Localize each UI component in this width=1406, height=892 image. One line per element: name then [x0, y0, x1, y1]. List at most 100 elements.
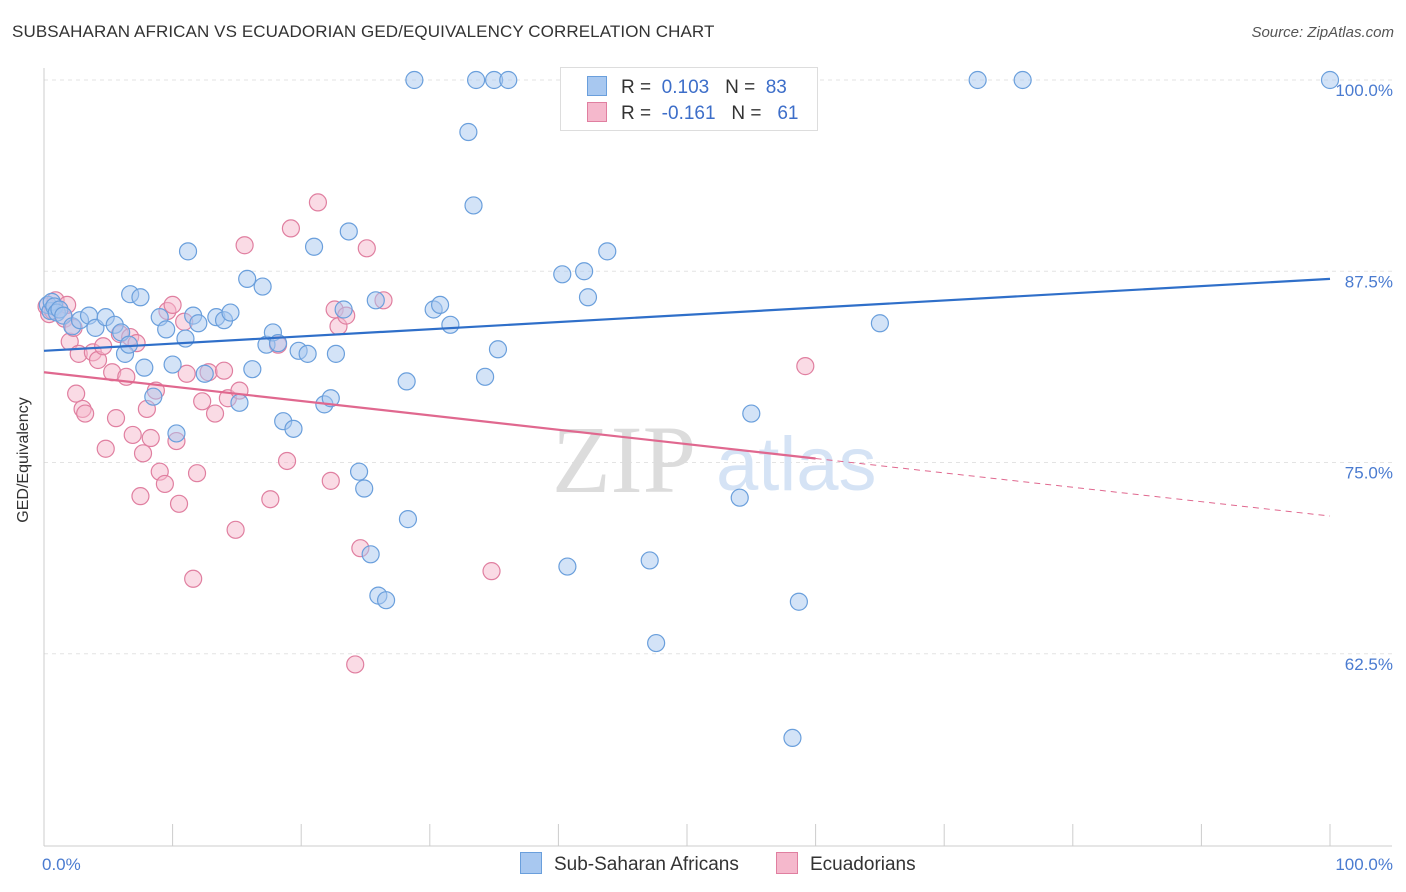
ecuadorian-point-22 [123, 425, 142, 445]
y-tick-label-1: 75.0% [1345, 464, 1393, 483]
legend-swatch-blue [587, 76, 607, 96]
chart-title: SUBSAHARAN AFRICAN VS ECUADORIAN GED/EQU… [12, 22, 715, 41]
bottom-legend-ecuadorians: Ecuadorians [776, 852, 916, 876]
bottom-legend-label: Ecuadorians [810, 854, 916, 875]
legend-n-value: 83 [765, 77, 787, 98]
chart-source: Source: ZipAtlas.com [1251, 24, 1394, 41]
sub-saharan-point-27 [189, 314, 208, 333]
sub-saharan-point-25 [178, 242, 198, 261]
sub-saharan-point-69 [558, 557, 577, 576]
tick-labels: 62.5% 75.0% 87.5% 100.0% 0.0% 100.0% [42, 81, 1393, 874]
sub-saharan-point-55 [397, 372, 416, 391]
bottom-legend-sub-saharan: Sub-Saharan Africans [520, 852, 739, 876]
sub-saharan-point-49 [349, 462, 369, 481]
legend-row-sub-saharan: R = 0.103 N = 83 [587, 76, 787, 100]
sub-saharan-point-63 [466, 70, 486, 90]
axes [43, 68, 1392, 847]
sub-saharan-point-80 [870, 314, 890, 333]
sub-saharan-point-46 [326, 344, 346, 363]
sub-saharan-point-76 [730, 488, 749, 507]
sub-saharan-point-32 [230, 393, 249, 412]
ecuadorian-point-32 [163, 295, 182, 315]
ecuadorian-point-46 [235, 236, 254, 255]
sub-saharan-point-18 [135, 358, 154, 377]
sub-saharan-point-23 [167, 424, 186, 443]
legend-r-value: -0.161 [661, 103, 716, 124]
ecuadorian-point-52 [321, 471, 340, 490]
legend-r-label: R = [621, 103, 652, 124]
sub-saharan-point-59 [430, 295, 450, 315]
series-ecuadorians [37, 193, 815, 674]
bottom-legend-swatch-blue [520, 852, 542, 874]
ecuadorian-point-44 [226, 520, 245, 539]
ecuadorian-point-41 [205, 404, 225, 423]
ecuadorian-point-16 [96, 439, 115, 458]
x-tick-label-start: 0.0% [42, 855, 81, 874]
sub-saharan-point-42 [298, 344, 317, 363]
sub-saharan-point-21 [157, 320, 176, 339]
sub-saharan-point-73 [640, 551, 659, 570]
sub-saharan-point-43 [304, 237, 324, 256]
trend-lines [43, 277, 1331, 517]
trend-line-ecuadorians-extension [815, 458, 1331, 517]
sub-saharan-point-77 [742, 404, 761, 423]
ecuadorian-point-25 [133, 444, 153, 463]
sub-saharan-point-67 [499, 70, 518, 90]
sub-saharan-point-71 [578, 288, 598, 307]
legend-row-ecuadorians: R = -0.161 N = 61 [587, 102, 798, 126]
bottom-legend-swatch-pink [776, 852, 798, 874]
ecuadorian-point-47 [261, 490, 280, 509]
sub-saharan-point-47 [334, 300, 353, 319]
sub-saharan-point-60 [441, 315, 460, 334]
ecuadorian-point-50 [281, 219, 301, 238]
sub-saharan-point-24 [176, 329, 195, 348]
sub-saharan-point-35 [253, 277, 272, 296]
sub-saharan-point-83 [1320, 70, 1340, 90]
sub-saharan-point-52 [366, 291, 385, 310]
sub-saharan-point-31 [221, 303, 240, 322]
watermark-zip: ZIP [552, 406, 696, 513]
sub-saharan-point-66 [488, 340, 508, 359]
ecuadorian-point-60 [482, 562, 501, 581]
y-tick-label-0: 62.5% [1345, 655, 1393, 674]
sub-saharan-point-61 [459, 122, 478, 142]
ecuadorian-point-61 [796, 357, 815, 376]
sub-saharan-point-28 [195, 364, 214, 383]
ecuadorian-point-38 [187, 464, 207, 483]
ecuadorian-point-56 [346, 655, 365, 674]
x-tick-label-end: 100.0% [1335, 855, 1393, 874]
sub-saharan-point-34 [243, 360, 262, 379]
legend-n-label: N = [725, 77, 756, 98]
trend-line-ecuadorians [43, 371, 816, 460]
ecuadorian-point-49 [277, 451, 297, 471]
legend-swatch-pink [587, 102, 607, 122]
ecuadorian-point-18 [106, 409, 126, 428]
sub-saharan-point-33 [238, 269, 257, 288]
sub-saharan-point-62 [464, 196, 483, 215]
sub-saharan-point-54 [376, 591, 396, 610]
gridlines [44, 79, 1392, 655]
ecuadorian-point-39 [193, 392, 212, 411]
y-tick-label-3: 100.0% [1335, 81, 1393, 100]
sub-saharan-point-70 [575, 262, 594, 281]
sub-saharan-point-74 [647, 633, 666, 653]
correlation-legend: R = 0.103 N = 83 R = -0.161 N = 61 [560, 67, 818, 131]
sub-saharan-point-40 [284, 419, 303, 438]
sub-saharan-point-79 [789, 592, 808, 611]
sub-saharan-point-82 [1013, 70, 1032, 90]
ecuadorian-point-30 [155, 474, 174, 494]
sub-saharan-point-81 [968, 70, 987, 90]
ecuadorian-point-42 [214, 361, 234, 380]
sub-saharan-point-56 [398, 510, 418, 529]
sub-saharan-point-68 [553, 265, 572, 284]
sub-saharan-point-57 [405, 70, 424, 90]
legend-r-value: 0.103 [661, 77, 710, 98]
bottom-legend-label: Sub-Saharan Africans [554, 854, 739, 875]
sub-saharan-point-17 [131, 288, 150, 307]
legend-n-value: 61 [777, 103, 799, 124]
ecuadorian-point-58 [357, 239, 376, 258]
sub-saharan-point-64 [475, 367, 495, 386]
ecuadorian-point-36 [177, 364, 196, 383]
y-tick-label-2: 87.5% [1345, 272, 1393, 291]
